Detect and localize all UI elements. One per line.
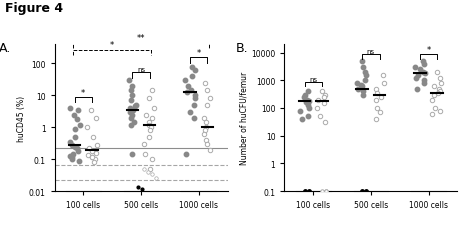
Text: *: *	[110, 41, 114, 50]
Text: B.: B.	[236, 42, 248, 55]
Text: *: *	[81, 88, 85, 97]
Y-axis label: Number of huCFU/femur: Number of huCFU/femur	[239, 72, 248, 164]
Text: Figure 4: Figure 4	[5, 2, 63, 15]
Text: *: *	[197, 49, 201, 58]
Y-axis label: huCD45 (%): huCD45 (%)	[17, 95, 26, 141]
Text: ns: ns	[309, 76, 317, 82]
Text: ns: ns	[367, 49, 375, 55]
Text: **: **	[137, 34, 145, 43]
Text: A.: A.	[0, 42, 11, 55]
Text: ns: ns	[137, 66, 145, 72]
Text: *: *	[427, 46, 431, 55]
